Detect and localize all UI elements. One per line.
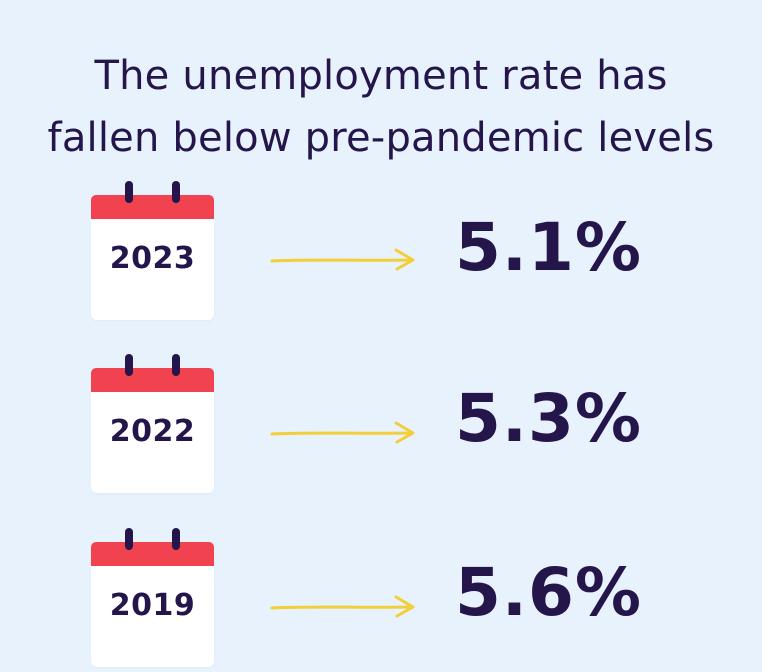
stat-row-2019: 2019 5.6% xyxy=(0,528,762,672)
unemployment-rate-value: 5.1% xyxy=(455,209,643,286)
calendar-ring-right xyxy=(172,528,180,550)
calendar-icon: 2023 xyxy=(91,181,214,320)
calendar-page xyxy=(91,211,214,320)
unemployment-rate-value: 5.6% xyxy=(455,554,643,631)
stat-row-2023: 2023 5.1% xyxy=(0,181,762,325)
stat-row-2022: 2022 5.3% xyxy=(0,354,762,498)
arrow-right-icon xyxy=(270,421,415,444)
arrow-right-icon xyxy=(270,595,415,618)
page-title: The unemployment rate has fallen below p… xyxy=(0,45,762,169)
calendar-icon: 2019 xyxy=(91,528,214,667)
calendar-page xyxy=(91,384,214,493)
title-line-2: fallen below pre-pandemic levels xyxy=(47,114,715,161)
calendar-ring-right xyxy=(172,354,180,376)
unemployment-rate-value: 5.3% xyxy=(455,380,643,457)
calendar-ring-left xyxy=(125,528,133,550)
calendar-header xyxy=(91,181,214,219)
calendar-year: 2022 xyxy=(109,414,196,449)
calendar-header xyxy=(91,354,214,392)
calendar-ring-left xyxy=(125,354,133,376)
calendar-icon: 2022 xyxy=(91,354,214,493)
calendar-year: 2023 xyxy=(109,241,196,276)
calendar-year: 2019 xyxy=(109,588,196,623)
calendar-ring-right xyxy=(172,181,180,203)
title-line-1: The unemployment rate has xyxy=(94,52,668,99)
calendar-ring-left xyxy=(125,181,133,203)
calendar-page xyxy=(91,558,214,667)
calendar-header xyxy=(91,528,214,566)
arrow-right-icon xyxy=(270,248,415,271)
